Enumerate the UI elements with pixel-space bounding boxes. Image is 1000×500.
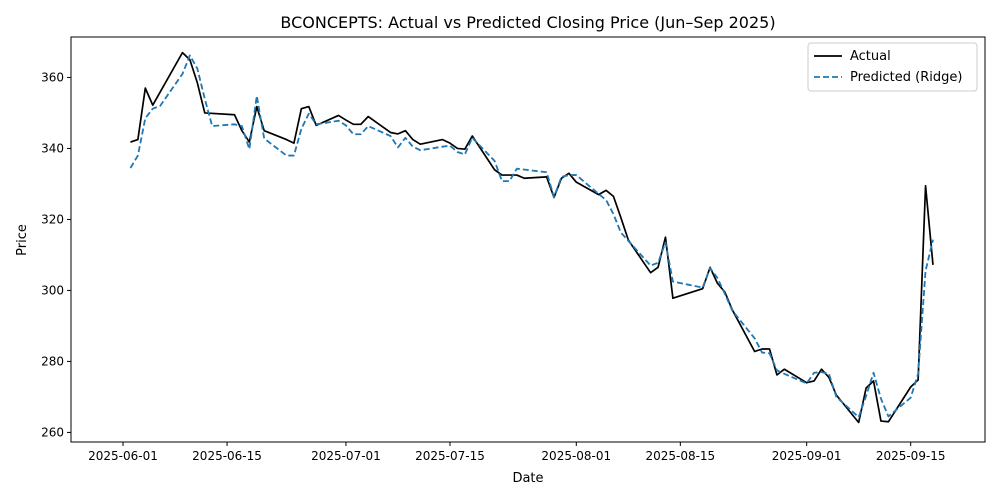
- series-line-predicted: [129, 54, 934, 419]
- x-tick-label: 2025-07-15: [415, 449, 485, 463]
- y-tick-label: 300: [41, 283, 64, 297]
- y-tick-label: 260: [41, 425, 64, 439]
- y-tick-label: 340: [41, 141, 64, 155]
- chart-title: BCONCEPTS: Actual vs Predicted Closing P…: [280, 13, 775, 32]
- x-tick-label: 2025-06-01: [88, 449, 158, 463]
- x-tick-label: 2025-09-01: [772, 449, 842, 463]
- y-tick-label: 320: [41, 212, 64, 226]
- axes-frame: [70, 36, 986, 443]
- x-tick-label: 2025-08-01: [541, 449, 611, 463]
- series-line-actual: [130, 51, 934, 424]
- legend: [807, 42, 978, 92]
- y-tick-label: 360: [41, 70, 64, 84]
- x-tick-label: 2025-06-15: [192, 449, 262, 463]
- plot-area: 2025-06-01 2025-06-15 2025-07-01 2025-07-15…: [41, 36, 986, 463]
- y-tick-label: 280: [41, 354, 64, 368]
- legend-label-actual: Actual: [850, 49, 891, 64]
- y-axis-label: Price: [15, 224, 30, 256]
- x-tick-label: 2025-09-15: [876, 449, 946, 463]
- legend-label-predicted: Predicted (Ridge): [850, 70, 962, 85]
- x-tick-label: 2025-08-15: [645, 449, 715, 463]
- x-tick-label: 2025-07-01: [311, 449, 381, 463]
- x-axis-label: Date: [512, 471, 543, 486]
